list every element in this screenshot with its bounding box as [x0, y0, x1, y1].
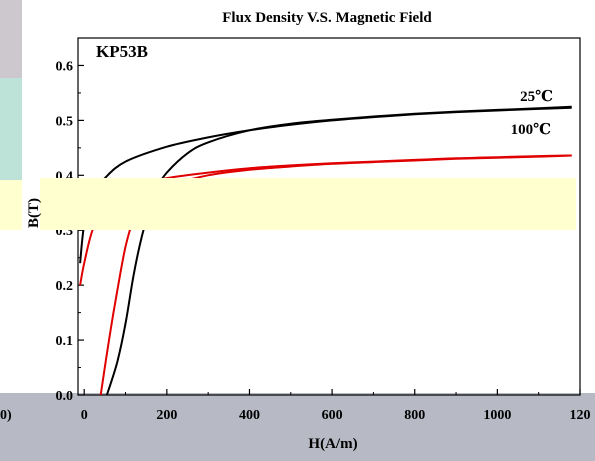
x-tick-label: 200: [156, 408, 177, 423]
x-tick-label: 800: [404, 408, 425, 423]
y-tick-label: 0.2: [56, 279, 74, 294]
x-tick-label: 600: [322, 408, 343, 423]
bottom-gray-band: [0, 393, 595, 461]
x-tick-label: 400: [239, 408, 260, 423]
series-label: 25℃: [520, 89, 553, 105]
y-axis-label: B(T): [26, 198, 42, 228]
y-tick-label: 0.6: [56, 59, 74, 74]
left-edge-label: 0): [0, 408, 12, 423]
y-tick-label: 0.5: [56, 114, 74, 129]
series-line-lower: [99, 154, 572, 395]
series-line-lower: [105, 105, 572, 395]
x-tick-labels: 0 200 400 600 800 1000 120: [81, 408, 591, 423]
x-tick-label: 1000: [483, 408, 511, 423]
yellow-highlight-left: [0, 180, 22, 230]
yellow-highlight-band: [40, 178, 576, 230]
y-tick-label: 0.0: [56, 389, 74, 404]
x-tick-label: 120: [570, 408, 591, 423]
left-gray-strip: [0, 0, 22, 78]
x-tick-label: 0: [81, 408, 88, 423]
series-labels: 25℃ 100℃: [511, 89, 554, 138]
curves: [79, 105, 572, 395]
axis-ticks: [78, 64, 581, 396]
y-tick-label: 0.1: [56, 334, 74, 349]
chart-title: Flux Density V.S. Magnetic Field: [222, 10, 432, 26]
y-axis-label-box: B(T): [26, 198, 42, 228]
y-tick-labels: 0.00.10.20.30.40.50.6: [56, 59, 74, 404]
series-label: 100℃: [511, 122, 552, 138]
x-axis-label: H(A/m): [308, 436, 357, 452]
chart-annotation: KP53B: [96, 42, 148, 61]
